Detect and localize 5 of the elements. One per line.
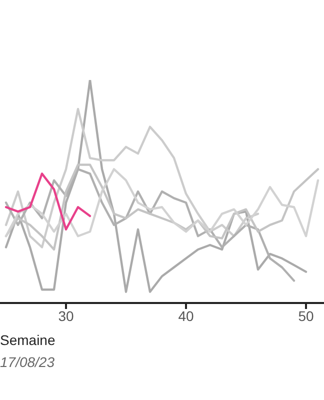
text: 17/08/23 — [0, 354, 56, 370]
x-tick-label: 40 — [178, 308, 194, 324]
x-tick-label: 30 — [58, 308, 74, 324]
x-axis-title: Semaine — [0, 332, 56, 348]
x-tick-label: 50 — [298, 308, 314, 324]
